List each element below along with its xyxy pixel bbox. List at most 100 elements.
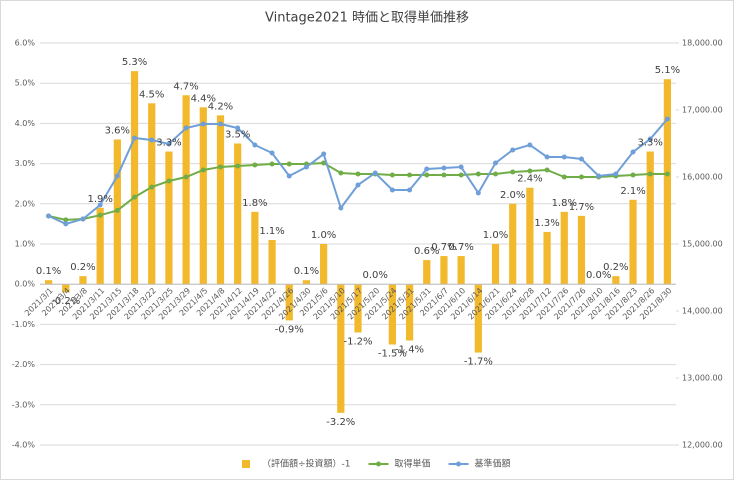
marker	[235, 125, 241, 131]
y2-tick-label: 18,000.00	[682, 39, 723, 48]
data-label: 0.0%	[586, 270, 611, 281]
marker	[355, 171, 361, 177]
data-label: -0.9%	[275, 324, 304, 335]
marker	[183, 125, 189, 131]
marker	[407, 187, 413, 193]
marker	[200, 167, 206, 173]
data-label: 2.4%	[517, 174, 542, 185]
data-label: 4.5%	[139, 89, 164, 100]
y-tick-label: 0.0%	[15, 280, 36, 289]
bar	[663, 79, 672, 285]
marker	[613, 171, 619, 177]
data-label: 1.1%	[259, 226, 284, 237]
marker	[630, 172, 636, 178]
data-label: 1.0%	[483, 230, 508, 241]
marker	[647, 136, 653, 142]
marker	[578, 156, 584, 162]
bar	[216, 115, 225, 285]
bar	[199, 107, 207, 285]
marker	[596, 173, 602, 179]
marker	[561, 174, 567, 180]
marker	[424, 172, 430, 178]
marker	[200, 121, 206, 127]
data-label: 2.0%	[500, 190, 525, 201]
marker	[527, 168, 533, 174]
bar	[354, 284, 362, 333]
marker	[544, 154, 550, 160]
data-label: 1.8%	[552, 198, 577, 209]
marker	[269, 161, 275, 167]
y-tick-label: 2.0%	[15, 199, 36, 208]
data-label: -0.2%	[51, 296, 80, 307]
bar	[560, 211, 568, 285]
marker	[493, 160, 499, 166]
y-tick-label: 6.0%	[15, 39, 36, 48]
marker	[407, 172, 413, 178]
bar	[543, 231, 551, 285]
data-label: 3.3%	[638, 138, 663, 149]
y-tick-label: -2.0%	[12, 360, 36, 369]
marker	[510, 169, 516, 175]
legend-marker	[456, 461, 462, 467]
marker	[458, 164, 464, 170]
chart-title: Vintage2021 時価と取得単価推移	[265, 10, 469, 26]
y-tick-label: -4.0%	[12, 441, 36, 450]
bar	[302, 280, 311, 285]
y-tick-label: 5.0%	[15, 79, 36, 88]
bar	[337, 284, 345, 413]
data-label: 0.1%	[294, 266, 319, 277]
y2-tick-label: 12,000.00	[682, 441, 723, 450]
data-label: 0.1%	[36, 266, 61, 277]
bar	[423, 260, 431, 285]
y-tick-label: -1.0%	[12, 320, 36, 329]
marker	[321, 151, 327, 157]
data-label: 1.8%	[242, 198, 267, 209]
data-label: 4.2%	[208, 101, 233, 112]
data-label: 1.0%	[311, 230, 336, 241]
bar	[405, 284, 414, 341]
y-tick-label: 3.0%	[15, 159, 36, 168]
marker	[149, 184, 155, 190]
marker	[166, 141, 172, 147]
y2-tick-label: 17,000.00	[682, 106, 723, 115]
legend-label: 取得単価	[395, 458, 431, 470]
marker	[338, 170, 344, 176]
bar	[612, 276, 620, 285]
legend-swatch	[242, 460, 250, 468]
data-label: -1.7%	[464, 357, 493, 368]
marker	[441, 165, 447, 171]
data-label: 3.3%	[156, 138, 181, 149]
bar	[62, 284, 70, 293]
marker	[527, 142, 533, 148]
marker	[372, 170, 378, 176]
data-label: 4.4%	[191, 93, 216, 104]
bar	[165, 151, 173, 285]
bar	[234, 143, 242, 285]
data-label: 1.3%	[534, 218, 559, 229]
marker	[578, 174, 584, 180]
marker	[166, 178, 172, 184]
y2-tick-label: 16,000.00	[682, 173, 723, 182]
bar	[44, 280, 53, 285]
data-label: 0.7%	[448, 242, 473, 253]
data-label: 0.7%	[431, 242, 456, 253]
data-label: 4.7%	[173, 81, 198, 92]
data-label: -3.2%	[326, 417, 355, 428]
marker	[286, 161, 292, 167]
marker	[338, 205, 344, 211]
marker	[149, 137, 155, 143]
marker	[114, 208, 120, 213]
bar	[285, 284, 293, 321]
data-label: 1.7%	[569, 202, 594, 213]
bar	[526, 187, 534, 285]
marker	[269, 150, 275, 156]
marker	[630, 149, 636, 155]
bar	[388, 284, 396, 345]
marker	[80, 216, 86, 222]
bar	[251, 211, 259, 285]
marker	[235, 163, 241, 169]
marker	[510, 147, 516, 153]
marker	[114, 173, 120, 179]
bar	[182, 95, 190, 285]
marker	[664, 171, 670, 177]
